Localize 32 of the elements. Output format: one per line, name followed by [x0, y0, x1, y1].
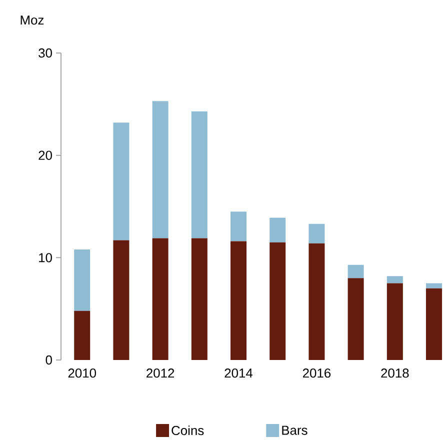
bar [230, 211, 247, 242]
x-tick-label: 2014 [224, 368, 253, 378]
bar [191, 111, 208, 238]
y-tick-label: 30 [38, 48, 52, 58]
bar [308, 243, 325, 360]
x-tick-label: 2016 [302, 368, 331, 378]
bar [386, 276, 403, 284]
legend-label: Coins [172, 425, 204, 435]
y-tick-label: 20 [38, 150, 52, 160]
x-tick-label: 2012 [146, 368, 174, 378]
x-tick-label: 2010 [68, 368, 96, 378]
bar [113, 240, 130, 360]
x-tick-label: 2018 [381, 368, 409, 378]
y-axis-title: Moz [20, 15, 44, 24]
bar [308, 224, 325, 244]
y-tick-label: 0 [46, 355, 52, 364]
bar [113, 122, 130, 240]
bar [270, 242, 286, 360]
bar [270, 218, 286, 242]
bar [386, 283, 403, 360]
bar [74, 310, 90, 360]
bar [426, 288, 442, 360]
bar [152, 100, 168, 238]
bar [191, 238, 208, 360]
bar [426, 283, 442, 288]
bar [230, 241, 247, 360]
bar [348, 278, 364, 360]
y-tick-label: 10 [39, 252, 52, 262]
bar [74, 249, 90, 311]
bar [152, 238, 168, 360]
legend-label: Bars [282, 426, 308, 435]
bar [348, 264, 364, 278]
